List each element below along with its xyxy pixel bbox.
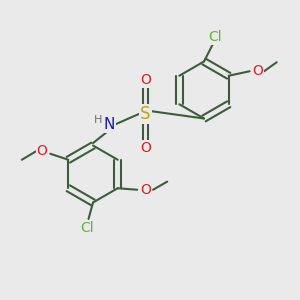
Text: O: O [141,183,152,197]
Text: O: O [140,74,151,87]
Text: O: O [253,64,263,78]
Text: N: N [104,117,115,132]
Text: H: H [94,115,102,125]
Text: S: S [140,105,151,123]
Text: Cl: Cl [208,30,222,44]
Text: Cl: Cl [80,221,94,235]
Text: O: O [37,144,47,158]
Text: O: O [140,141,151,154]
